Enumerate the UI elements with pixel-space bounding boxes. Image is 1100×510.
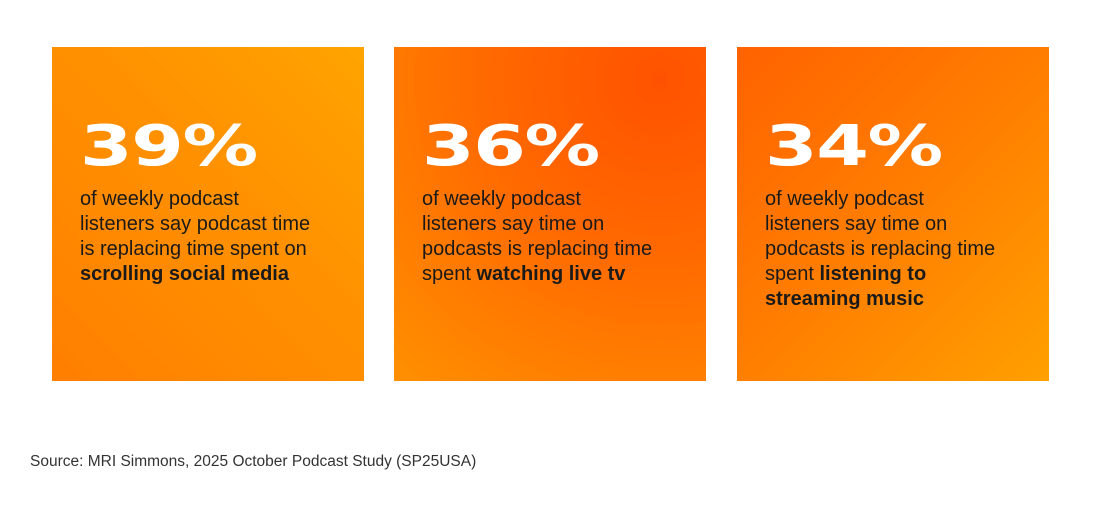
description-emphasis: listening to streaming music <box>765 263 927 310</box>
stat-card: 39% of weekly podcast listeners say podc… <box>52 47 364 381</box>
description-text: of weekly podcast listeners say podcast … <box>80 188 311 260</box>
stat-card: 34% of weekly podcast listeners say time… <box>737 47 1049 381</box>
description-emphasis: scrolling social media <box>80 263 289 285</box>
stat-value: 36% <box>422 114 600 179</box>
stat-card: 36% of weekly podcast listeners say time… <box>394 47 706 381</box>
stat-value: 34% <box>765 114 943 179</box>
description-text: of weekly podcast listeners say time on … <box>765 188 996 285</box>
stat-description: of weekly podcast listeners say podcast … <box>80 187 315 287</box>
stat-value: 39% <box>80 114 258 179</box>
description-emphasis: watching live tv <box>476 263 626 285</box>
stat-description: of weekly podcast listeners say time on … <box>422 187 657 287</box>
source-note: Source: MRI Simmons, 2025 October Podcas… <box>30 453 477 470</box>
stat-description: of weekly podcast listeners say time on … <box>765 187 1000 312</box>
description-text: of weekly podcast listeners say time on … <box>422 188 653 285</box>
